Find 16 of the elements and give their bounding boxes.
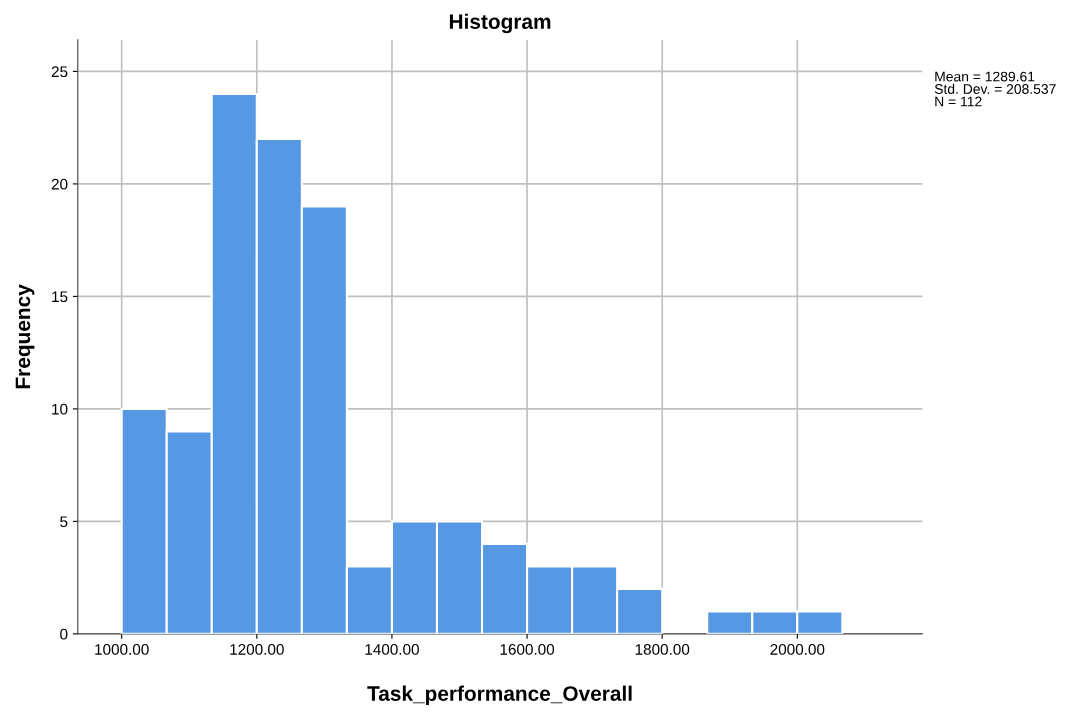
chart-title: Histogram <box>449 13 551 34</box>
y-tick-label: 25 <box>51 66 68 78</box>
x-tick-label: 1200.00 <box>230 643 284 655</box>
y-tick-label: 10 <box>52 403 68 415</box>
x-tick-label: 1600.00 <box>500 643 555 655</box>
x-tick-label: 1800.00 <box>635 643 690 655</box>
x-axis-title: Task_performance_Overall <box>367 685 632 706</box>
text: Mean = 1289.61 Std. Dev. = 208.537 N = 112 <box>934 71 1056 107</box>
y-tick-label: 5 <box>60 516 68 528</box>
y-tick-label: 15 <box>52 291 68 303</box>
x-tick-label: 1400.00 <box>365 643 419 655</box>
y-tick-label: 20 <box>51 178 68 190</box>
y-tick-label: 0 <box>60 628 68 640</box>
x-tick-label: 2000.00 <box>770 643 825 655</box>
x-tick-label: 1000.00 <box>95 643 149 655</box>
y-axis-title: Frequency <box>15 284 35 389</box>
